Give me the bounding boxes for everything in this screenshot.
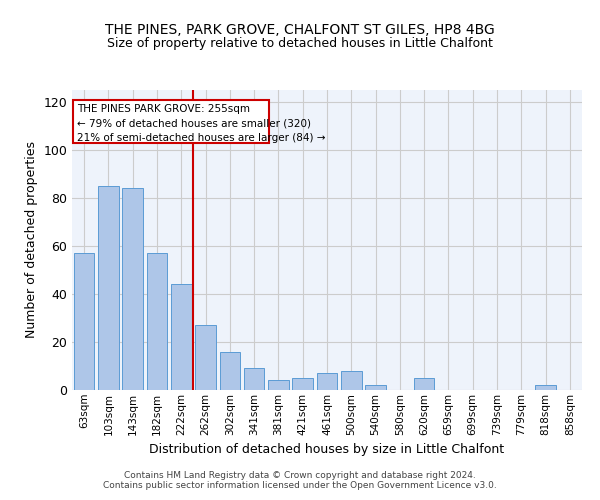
Bar xyxy=(317,373,337,390)
X-axis label: Distribution of detached houses by size in Little Chalfont: Distribution of detached houses by size … xyxy=(149,443,505,456)
Bar xyxy=(341,371,362,390)
Bar xyxy=(195,325,216,390)
Bar xyxy=(98,186,119,390)
Y-axis label: Number of detached properties: Number of detached properties xyxy=(25,142,38,338)
Text: THE PINES, PARK GROVE, CHALFONT ST GILES, HP8 4BG: THE PINES, PARK GROVE, CHALFONT ST GILES… xyxy=(105,22,495,36)
Bar xyxy=(365,385,386,390)
Bar xyxy=(122,188,143,390)
Bar xyxy=(74,253,94,390)
Text: THE PINES PARK GROVE: 255sqm: THE PINES PARK GROVE: 255sqm xyxy=(77,104,250,115)
Bar xyxy=(292,378,313,390)
Bar xyxy=(535,385,556,390)
Bar xyxy=(244,368,265,390)
Text: ← 79% of detached houses are smaller (320): ← 79% of detached houses are smaller (32… xyxy=(77,119,311,129)
Text: Size of property relative to detached houses in Little Chalfont: Size of property relative to detached ho… xyxy=(107,38,493,51)
Bar xyxy=(414,378,434,390)
Bar xyxy=(268,380,289,390)
Text: 21% of semi-detached houses are larger (84) →: 21% of semi-detached houses are larger (… xyxy=(77,133,325,143)
Bar xyxy=(220,352,240,390)
FancyBboxPatch shape xyxy=(73,100,269,143)
Text: Contains HM Land Registry data © Crown copyright and database right 2024.
Contai: Contains HM Land Registry data © Crown c… xyxy=(103,470,497,490)
Bar xyxy=(146,253,167,390)
Bar xyxy=(171,284,191,390)
